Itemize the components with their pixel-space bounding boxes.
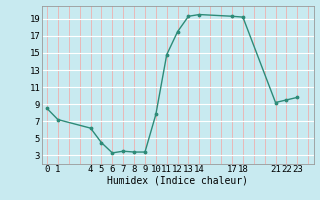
X-axis label: Humidex (Indice chaleur): Humidex (Indice chaleur) xyxy=(107,176,248,186)
